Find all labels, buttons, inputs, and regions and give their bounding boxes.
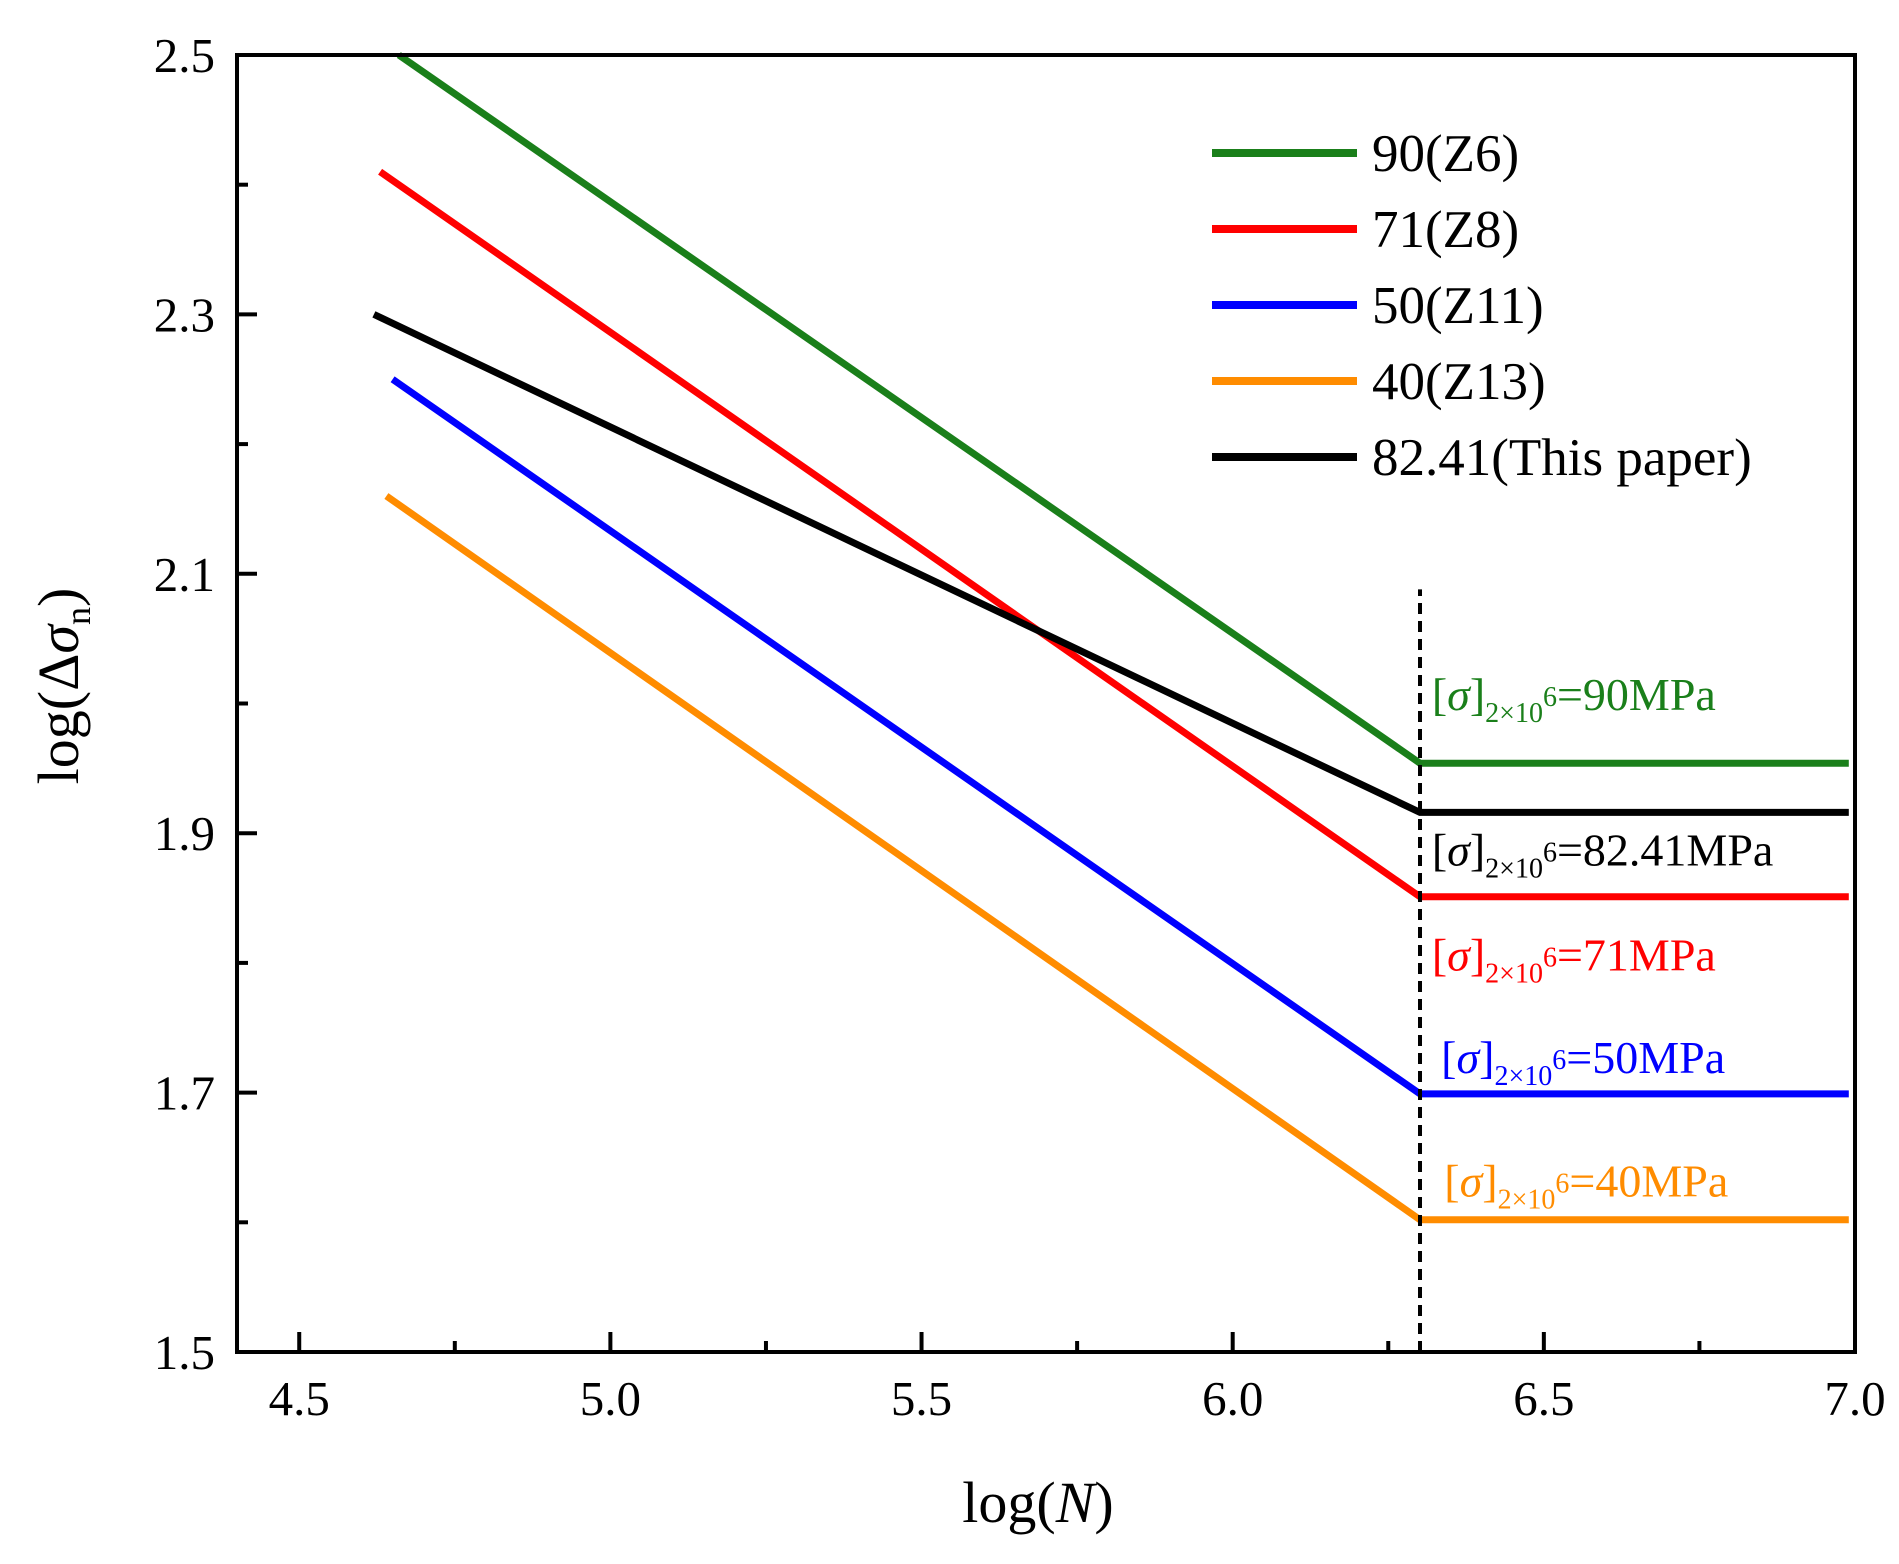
series-annotation: [σ]2×106=90MPa	[1432, 669, 1716, 729]
legend-label: 50(Z11)	[1372, 277, 1544, 335]
y-tick-label: 2.3	[154, 287, 215, 342]
series-annotation: [σ]2×106=71MPa	[1432, 930, 1716, 990]
x-axis-label-var: N	[1055, 1470, 1098, 1535]
x-tick-label: 5.0	[580, 1371, 641, 1426]
x-tick-label: 6.0	[1202, 1371, 1263, 1426]
x-axis-label-prefix: log(	[962, 1470, 1055, 1535]
x-tick-label: 4.5	[269, 1371, 330, 1426]
x-tick-label: 5.5	[891, 1371, 952, 1426]
series-annotation: [σ]2×106=50MPa	[1441, 1032, 1725, 1092]
y-tick-label: 2.5	[154, 28, 215, 83]
tick-labels: 4.5 5.0 5.5 6.0 6.5 7.0 1.5 1.7 1.9 2.1 2.3 2.5	[154, 28, 1886, 1426]
series-line	[396, 52, 1849, 767]
y-axis-label: log(Δσn)	[26, 588, 98, 785]
series-annotation: [σ]2×106=40MPa	[1444, 1155, 1728, 1215]
legend-label: 82.41(This paper)	[1372, 429, 1752, 487]
y-tick-label: 1.7	[154, 1066, 215, 1121]
y-tick-label: 1.5	[154, 1325, 215, 1380]
legend-label: 71(Z8)	[1372, 201, 1519, 259]
x-axis-label: log(N)	[962, 1470, 1113, 1535]
x-tick-label: 6.5	[1513, 1371, 1574, 1426]
series-annotation: [σ]2×106=82.41MPa	[1432, 825, 1773, 885]
y-tick-label: 2.1	[154, 547, 215, 602]
series-annotations: [σ]2×106=90MPa [σ]2×106=82.41MPa [σ]2×106=…	[1432, 669, 1773, 1215]
y-axis-label-suffix: )	[26, 588, 91, 607]
x-tick-label: 7.0	[1824, 1371, 1885, 1426]
y-axis-label-sub: n	[58, 607, 98, 625]
legend: 90(Z6) 71(Z8) 50(Z11) 40(Z13) 82.41(This pap…	[1212, 125, 1752, 487]
x-axis-label-suffix: )	[1094, 1470, 1113, 1535]
legend-label: 90(Z6)	[1372, 125, 1519, 183]
plot-frame	[235, 53, 1857, 1354]
series-line	[372, 311, 1849, 816]
y-axis-label-var: σ	[26, 623, 91, 654]
y-axis-label-prefix: log(Δ	[26, 654, 91, 785]
y-tick-label: 1.9	[154, 806, 215, 861]
legend-label: 40(Z13)	[1372, 353, 1546, 411]
